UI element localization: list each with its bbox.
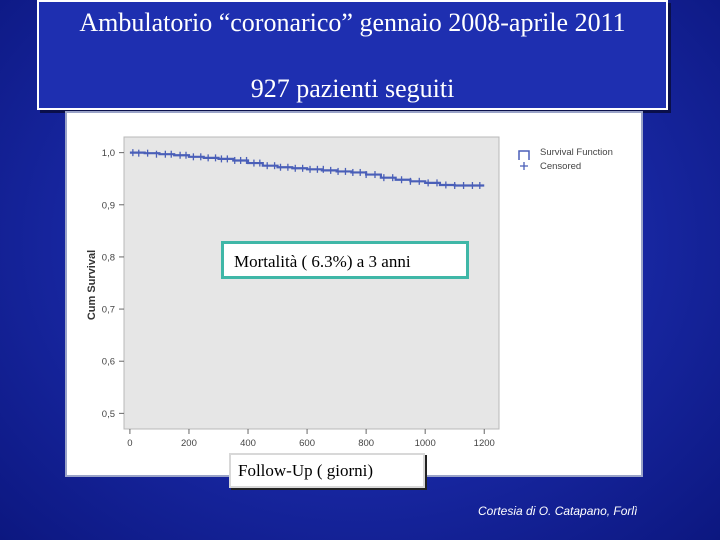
- credit-text: Cortesia di O. Catapano, Forlì: [478, 504, 638, 518]
- chart-panel: Cum Survival 1,0 0,9 0,8 0,7 0,6 0,5 0 200 400 6…: [65, 111, 643, 477]
- x-tick-label: 0: [127, 438, 132, 449]
- series-layer: [129, 149, 485, 189]
- survival-chart: Cum Survival 1,0 0,9 0,8 0,7 0,6 0,5 0 200 400 6…: [86, 136, 613, 449]
- y-tick-label: 0,5: [102, 409, 115, 420]
- y-tick-label: 0,9: [102, 200, 115, 211]
- legend-censored-symbol: [520, 162, 528, 170]
- x-tick-label: 1000: [415, 438, 436, 449]
- y-tick-label: 1,0: [102, 148, 115, 159]
- y-tick-label: 0,6: [102, 357, 115, 368]
- slide-title: Ambulatorio “coronarico” gennaio 2008-ap…: [79, 8, 626, 37]
- y-axis-label: Cum Survival: [86, 250, 98, 320]
- plot-area: [123, 136, 500, 430]
- legend-label-censored: Censored: [540, 161, 581, 172]
- slide-subtitle: 927 pazienti seguiti: [250, 74, 455, 103]
- x-axis-ticks: 0 200 400 600 800 1000 1200: [127, 429, 495, 449]
- x-tick-label: 600: [299, 438, 315, 449]
- title-box: Ambulatorio “coronarico” gennaio 2008-ap…: [37, 0, 668, 110]
- legend-label-survival: Survival Function: [540, 147, 613, 158]
- y-tick-label: 0,7: [102, 305, 115, 316]
- x-tick-label: 200: [181, 438, 197, 449]
- legend-step-symbol: [518, 150, 530, 160]
- x-tick-label: 400: [240, 438, 256, 449]
- x-tick-label: 1200: [474, 438, 495, 449]
- legend: Survival Function Censored: [518, 147, 613, 172]
- x-tick-label: 800: [358, 438, 374, 449]
- y-axis-ticks: 1,0 0,9 0,8 0,7 0,6 0,5: [102, 148, 124, 420]
- y-tick-label: 0,8: [102, 252, 115, 263]
- survival-function-line: [129, 151, 485, 187]
- followup-annotation: Follow-Up ( giorni): [229, 453, 425, 488]
- mortality-annotation: Mortalità ( 6.3%) a 3 anni: [221, 241, 469, 279]
